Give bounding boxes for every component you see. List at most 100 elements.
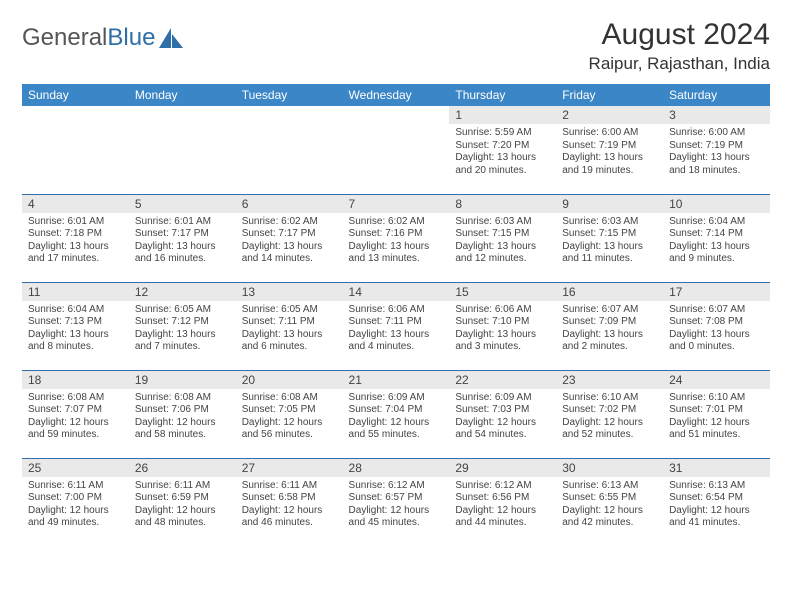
daylight-text: Daylight: 13 hours and 9 minutes. — [669, 241, 764, 266]
day-details: Sunrise: 6:13 AMSunset: 6:54 PMDaylight:… — [663, 477, 770, 534]
sunrise-text: Sunrise: 6:03 AM — [562, 216, 657, 229]
day-details: Sunrise: 6:12 AMSunset: 6:56 PMDaylight:… — [449, 477, 556, 534]
day-details: Sunrise: 6:06 AMSunset: 7:11 PMDaylight:… — [343, 301, 450, 358]
calendar-day: 24Sunrise: 6:10 AMSunset: 7:01 PMDayligh… — [663, 370, 770, 458]
calendar-day: 26Sunrise: 6:11 AMSunset: 6:59 PMDayligh… — [129, 458, 236, 546]
calendar-day: 19Sunrise: 6:08 AMSunset: 7:06 PMDayligh… — [129, 370, 236, 458]
calendar-week: 4Sunrise: 6:01 AMSunset: 7:18 PMDaylight… — [22, 194, 770, 282]
day-details: Sunrise: 6:12 AMSunset: 6:57 PMDaylight:… — [343, 477, 450, 534]
sunset-text: Sunset: 7:17 PM — [242, 228, 337, 241]
calendar-day: 29Sunrise: 6:12 AMSunset: 6:56 PMDayligh… — [449, 458, 556, 546]
sunrise-text: Sunrise: 6:11 AM — [135, 480, 230, 493]
sunset-text: Sunset: 7:20 PM — [455, 140, 550, 153]
day-number: 17 — [663, 283, 770, 301]
day-details: Sunrise: 6:05 AMSunset: 7:12 PMDaylight:… — [129, 301, 236, 358]
daylight-text: Daylight: 13 hours and 4 minutes. — [349, 329, 444, 354]
sunrise-text: Sunrise: 6:04 AM — [669, 216, 764, 229]
sunset-text: Sunset: 6:54 PM — [669, 492, 764, 505]
sunrise-text: Sunrise: 6:05 AM — [242, 304, 337, 317]
calendar-day: 22Sunrise: 6:09 AMSunset: 7:03 PMDayligh… — [449, 370, 556, 458]
sunrise-text: Sunrise: 6:08 AM — [135, 392, 230, 405]
day-number: 13 — [236, 283, 343, 301]
day-number: 7 — [343, 195, 450, 213]
sunset-text: Sunset: 7:05 PM — [242, 404, 337, 417]
calendar-day: 7Sunrise: 6:02 AMSunset: 7:16 PMDaylight… — [343, 194, 450, 282]
day-details: Sunrise: 5:59 AMSunset: 7:20 PMDaylight:… — [449, 124, 556, 181]
calendar-day: 20Sunrise: 6:08 AMSunset: 7:05 PMDayligh… — [236, 370, 343, 458]
calendar-day: 13Sunrise: 6:05 AMSunset: 7:11 PMDayligh… — [236, 282, 343, 370]
sunrise-text: Sunrise: 6:11 AM — [242, 480, 337, 493]
sunrise-text: Sunrise: 6:06 AM — [455, 304, 550, 317]
day-number: 9 — [556, 195, 663, 213]
day-number: 25 — [22, 459, 129, 477]
sunset-text: Sunset: 6:57 PM — [349, 492, 444, 505]
day-details: Sunrise: 6:10 AMSunset: 7:01 PMDaylight:… — [663, 389, 770, 446]
day-number: 21 — [343, 371, 450, 389]
day-details: Sunrise: 6:08 AMSunset: 7:06 PMDaylight:… — [129, 389, 236, 446]
day-number: 20 — [236, 371, 343, 389]
day-number: 29 — [449, 459, 556, 477]
daylight-text: Daylight: 13 hours and 0 minutes. — [669, 329, 764, 354]
sunrise-text: Sunrise: 6:13 AM — [562, 480, 657, 493]
sunrise-text: Sunrise: 6:09 AM — [455, 392, 550, 405]
sunrise-text: Sunrise: 6:07 AM — [669, 304, 764, 317]
day-header-row: SundayMondayTuesdayWednesdayThursdayFrid… — [22, 84, 770, 106]
daylight-text: Daylight: 13 hours and 6 minutes. — [242, 329, 337, 354]
calendar-day: 4Sunrise: 6:01 AMSunset: 7:18 PMDaylight… — [22, 194, 129, 282]
calendar-day: 10Sunrise: 6:04 AMSunset: 7:14 PMDayligh… — [663, 194, 770, 282]
day-number — [129, 106, 236, 110]
day-details: Sunrise: 6:07 AMSunset: 7:08 PMDaylight:… — [663, 301, 770, 358]
day-details: Sunrise: 6:11 AMSunset: 7:00 PMDaylight:… — [22, 477, 129, 534]
day-number: 2 — [556, 106, 663, 124]
daylight-text: Daylight: 12 hours and 48 minutes. — [135, 505, 230, 530]
sunset-text: Sunset: 7:08 PM — [669, 316, 764, 329]
calendar-day: 11Sunrise: 6:04 AMSunset: 7:13 PMDayligh… — [22, 282, 129, 370]
sunrise-text: Sunrise: 5:59 AM — [455, 127, 550, 140]
calendar-day: 15Sunrise: 6:06 AMSunset: 7:10 PMDayligh… — [449, 282, 556, 370]
sunset-text: Sunset: 7:06 PM — [135, 404, 230, 417]
daylight-text: Daylight: 12 hours and 49 minutes. — [28, 505, 123, 530]
day-number: 19 — [129, 371, 236, 389]
sunrise-text: Sunrise: 6:09 AM — [349, 392, 444, 405]
logo: GeneralBlue — [22, 18, 185, 52]
sunset-text: Sunset: 6:59 PM — [135, 492, 230, 505]
sunset-text: Sunset: 7:14 PM — [669, 228, 764, 241]
day-number: 27 — [236, 459, 343, 477]
sunrise-text: Sunrise: 6:03 AM — [455, 216, 550, 229]
daylight-text: Daylight: 12 hours and 51 minutes. — [669, 417, 764, 442]
day-number: 15 — [449, 283, 556, 301]
day-details: Sunrise: 6:08 AMSunset: 7:05 PMDaylight:… — [236, 389, 343, 446]
daylight-text: Daylight: 13 hours and 8 minutes. — [28, 329, 123, 354]
calendar-day: 17Sunrise: 6:07 AMSunset: 7:08 PMDayligh… — [663, 282, 770, 370]
calendar-day — [22, 106, 129, 194]
day-number: 22 — [449, 371, 556, 389]
calendar-day: 1Sunrise: 5:59 AMSunset: 7:20 PMDaylight… — [449, 106, 556, 194]
day-header: Friday — [556, 84, 663, 106]
sunset-text: Sunset: 7:19 PM — [562, 140, 657, 153]
sunrise-text: Sunrise: 6:01 AM — [135, 216, 230, 229]
calendar-week: 25Sunrise: 6:11 AMSunset: 7:00 PMDayligh… — [22, 458, 770, 546]
sunrise-text: Sunrise: 6:11 AM — [28, 480, 123, 493]
sunset-text: Sunset: 7:17 PM — [135, 228, 230, 241]
daylight-text: Daylight: 12 hours and 58 minutes. — [135, 417, 230, 442]
daylight-text: Daylight: 13 hours and 3 minutes. — [455, 329, 550, 354]
sunrise-text: Sunrise: 6:02 AM — [242, 216, 337, 229]
daylight-text: Daylight: 12 hours and 42 minutes. — [562, 505, 657, 530]
day-number: 16 — [556, 283, 663, 301]
day-details: Sunrise: 6:09 AMSunset: 7:03 PMDaylight:… — [449, 389, 556, 446]
calendar-table: SundayMondayTuesdayWednesdayThursdayFrid… — [22, 84, 770, 546]
sunset-text: Sunset: 7:15 PM — [455, 228, 550, 241]
sunset-text: Sunset: 7:04 PM — [349, 404, 444, 417]
day-number: 1 — [449, 106, 556, 124]
day-number — [236, 106, 343, 110]
daylight-text: Daylight: 13 hours and 2 minutes. — [562, 329, 657, 354]
sunrise-text: Sunrise: 6:08 AM — [28, 392, 123, 405]
day-number: 6 — [236, 195, 343, 213]
sunrise-text: Sunrise: 6:12 AM — [349, 480, 444, 493]
calendar-day — [129, 106, 236, 194]
calendar-body: 1Sunrise: 5:59 AMSunset: 7:20 PMDaylight… — [22, 106, 770, 546]
sunset-text: Sunset: 7:09 PM — [562, 316, 657, 329]
calendar-day: 3Sunrise: 6:00 AMSunset: 7:19 PMDaylight… — [663, 106, 770, 194]
calendar-week: 11Sunrise: 6:04 AMSunset: 7:13 PMDayligh… — [22, 282, 770, 370]
calendar-day: 14Sunrise: 6:06 AMSunset: 7:11 PMDayligh… — [343, 282, 450, 370]
